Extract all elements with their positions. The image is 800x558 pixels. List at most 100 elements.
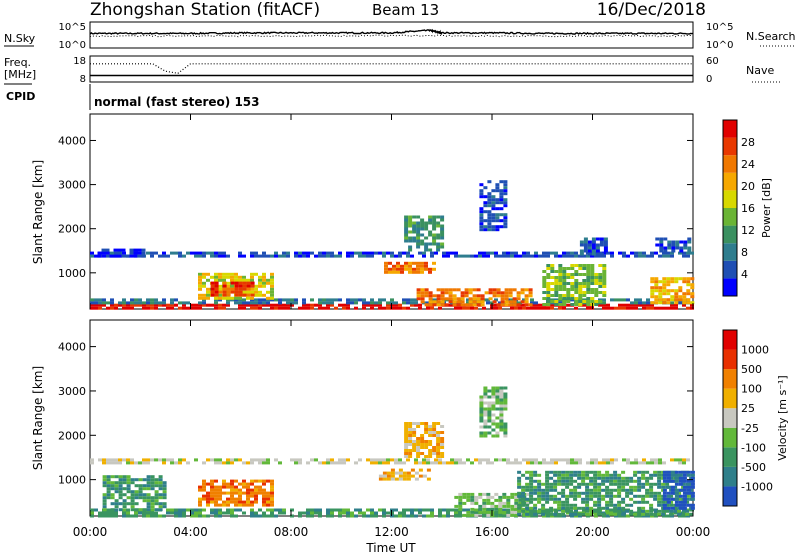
heatmap-cell: [480, 300, 485, 304]
heatmap-cell: [330, 508, 334, 512]
heatmap-cell: [526, 461, 530, 465]
heatmap-cell: [130, 298, 134, 302]
heatmap-cell: [487, 404, 492, 408]
heatmap-cell: [428, 233, 433, 237]
heatmap-cell: [599, 252, 604, 256]
heatmap-cell: [146, 511, 150, 515]
heatmap-cell: [546, 267, 551, 270]
heatmap-cell: [662, 473, 667, 477]
heatmap-cell: [666, 251, 670, 255]
heatmap-cell: [370, 303, 374, 307]
heatmap-cell: [503, 407, 508, 411]
heatmap-cell: [478, 492, 483, 496]
heatmap-cell: [414, 461, 418, 465]
heatmap-cell: [130, 508, 135, 512]
heatmap-cell: [234, 458, 238, 462]
heatmap-cell: [670, 280, 675, 284]
heatmap-cell: [198, 272, 202, 276]
heatmap-cell: [625, 479, 630, 483]
heatmap-cell: [210, 500, 214, 504]
heatmap-cell: [418, 461, 422, 465]
heatmap-cell: [238, 278, 242, 282]
heatmap-cell: [118, 508, 123, 512]
heatmap-cell: [659, 243, 664, 247]
heatmap-cell: [122, 508, 126, 512]
heatmap-cell: [622, 251, 626, 255]
heatmap-cell: [597, 509, 602, 513]
heatmap-cell: [338, 514, 342, 518]
heatmap-cell: [206, 272, 210, 276]
heatmap-cell: [114, 484, 119, 488]
heatmap-cell: [442, 514, 446, 518]
heatmap-cell: [617, 491, 622, 495]
heatmap-cell: [214, 287, 219, 291]
heatmap-cell: [122, 502, 127, 506]
heatmap-cell: [424, 288, 429, 292]
heatmap-cell: [428, 221, 433, 225]
heatmap-cell: [404, 227, 409, 231]
heatmap-cell: [593, 482, 598, 486]
heatmap-cell: [416, 440, 421, 443]
heatmap-cell: [106, 484, 111, 488]
heatmap-cell: [322, 251, 326, 255]
heatmap-cell: [529, 506, 534, 510]
heatmap-cell: [146, 508, 151, 512]
heatmap-cell: [242, 298, 246, 302]
heatmap-cell: [432, 294, 437, 298]
heatmap-cell: [404, 233, 409, 237]
heatmap-cell: [408, 440, 413, 443]
heatmap-cell: [306, 251, 310, 255]
heatmap-cell: [464, 291, 469, 295]
colorbar-tick-label: -1000: [741, 480, 773, 493]
heatmap-cell: [158, 505, 163, 509]
heatmap-cell: [678, 473, 683, 477]
heatmap-cell: [690, 306, 694, 310]
heatmap-cell: [338, 254, 342, 258]
heatmap-cell: [190, 511, 194, 515]
heatmap-cell: [502, 501, 507, 505]
heatmap-cell: [598, 254, 602, 258]
heatmap-cell: [428, 300, 433, 304]
heatmap-cell: [598, 298, 602, 302]
heatmap-cell: [483, 201, 488, 205]
heatmap-cell: [350, 301, 354, 305]
heatmap-cell: [558, 276, 563, 279]
heatmap-cell: [458, 306, 462, 310]
heatmap-cell: [495, 207, 500, 211]
heatmap-cell: [194, 251, 198, 255]
heatmap-cell: [690, 277, 695, 281]
heatmap-cell: [573, 491, 578, 495]
heatmap-cell: [593, 479, 598, 483]
heatmap-cell: [570, 461, 574, 465]
heatmap-cell: [310, 508, 314, 512]
heatmap-cell: [122, 487, 127, 491]
heatmap-cell: [250, 287, 254, 291]
heatmap-cell: [524, 297, 529, 301]
colorbar-swatch: [723, 278, 737, 296]
heatmap-cell: [326, 251, 330, 255]
heatmap-cell: [254, 511, 258, 515]
heatmap-cell: [408, 437, 413, 440]
heatmap-cell: [126, 484, 131, 488]
heatmap-cell: [554, 303, 559, 306]
heatmap-cell: [674, 470, 679, 474]
heatmap-cell: [602, 264, 607, 267]
heatmap-cell: [617, 482, 622, 486]
heatmap-cell: [310, 306, 314, 310]
heatmap-cell: [677, 497, 682, 501]
heatmap-cell: [420, 242, 425, 246]
heatmap-cell: [106, 496, 111, 500]
heatmap-cell: [408, 224, 413, 228]
heatmap-cell: [194, 458, 198, 462]
heatmap-cell: [250, 458, 254, 462]
heatmap-cell: [362, 511, 366, 515]
heatmap-cell: [525, 512, 530, 516]
heatmap-cell: [262, 491, 266, 495]
heatmap-cell: [130, 303, 134, 307]
heatmap-cell: [504, 288, 509, 292]
heatmap-cell: [448, 291, 453, 295]
heatmap-cell: [106, 511, 110, 515]
heatmap-cell: [590, 270, 595, 273]
heatmap-cell: [122, 306, 126, 310]
heatmap-cell: [133, 248, 138, 252]
